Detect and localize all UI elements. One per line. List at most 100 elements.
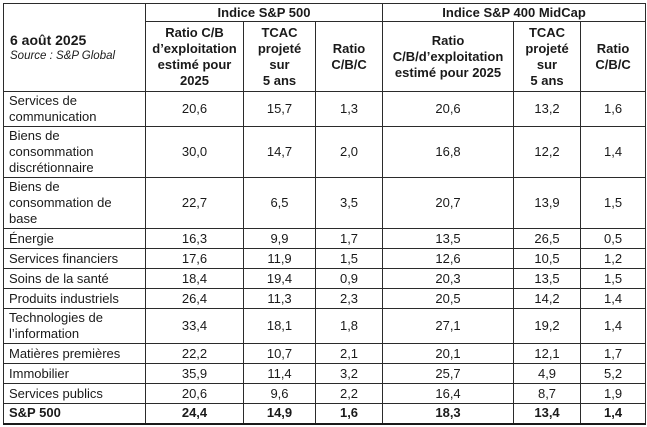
- table-cell: 12,2: [513, 126, 582, 178]
- table-cell: 1,9: [580, 383, 647, 404]
- table-cell: 1,5: [314, 248, 384, 269]
- table-cell: 1,2: [580, 248, 647, 269]
- table-cell: 2,2: [314, 383, 384, 404]
- row-label: Biens de consommation discrétionnaire: [3, 126, 146, 178]
- table-cell: 20,5: [382, 288, 515, 309]
- table-cell: 1,6: [580, 91, 647, 127]
- table-cell: 3,2: [314, 363, 384, 384]
- column-header-sp400-cagr: TCAC projeté sur 5 ans: [513, 21, 582, 92]
- column-header-sp400-pegy: Ratio C/B/C: [580, 21, 647, 92]
- table-cell: 16,3: [145, 228, 244, 249]
- table-cell: 1,8: [314, 308, 384, 344]
- table-row-real-estate: Immobilier 35,9 11,4 3,2 25,7 4,9 5,2: [3, 363, 647, 384]
- table-cell: 22,7: [145, 177, 244, 229]
- table-cell: 33,4: [145, 308, 244, 344]
- table-row-information-technology: Technologies de l’information 33,4 18,1 …: [3, 308, 647, 344]
- table-cell: 10,5: [513, 248, 582, 269]
- table-row-financials: Services financiers 17,6 11,9 1,5 12,6 1…: [3, 248, 647, 269]
- table-cell: 20,3: [382, 268, 515, 289]
- table-cell: 6,5: [243, 177, 316, 229]
- row-label: Services publics: [3, 383, 146, 404]
- table-cell: 1,4: [580, 126, 647, 178]
- table-cell: 16,4: [382, 383, 515, 404]
- row-label: Biens de consommation de base: [3, 177, 146, 229]
- table-cell: 2,1: [314, 343, 384, 364]
- table-cell: 18,4: [145, 268, 244, 289]
- table-cell: 12,6: [382, 248, 515, 269]
- table-cell: 1,5: [580, 177, 647, 229]
- table-cell: 20,6: [145, 91, 244, 127]
- table-cell: 2,3: [314, 288, 384, 309]
- row-label: Produits industriels: [3, 288, 146, 309]
- table-cell: 14,9: [243, 403, 316, 424]
- row-label: Immobilier: [3, 363, 146, 384]
- table-cell: 9,9: [243, 228, 316, 249]
- table-cell: 9,6: [243, 383, 316, 404]
- table-cell: 13,5: [513, 268, 582, 289]
- row-label: Matières premières: [3, 343, 146, 364]
- column-header-sp500-pegy: Ratio C/B/C: [314, 21, 384, 92]
- table-cell: 14,2: [513, 288, 582, 309]
- column-header-sp400-operating-pe: Ratio C/B/d’exploitation estimé pour 202…: [382, 21, 515, 92]
- table-cell: 15,7: [243, 91, 316, 127]
- table-cell: 13,4: [513, 403, 582, 424]
- table-cell: 20,6: [382, 91, 515, 127]
- table-cell: 1,7: [580, 343, 647, 364]
- table-cell: 11,3: [243, 288, 316, 309]
- table-cell: 27,1: [382, 308, 515, 344]
- table-cell: 1,4: [580, 308, 647, 344]
- table-cell: 2,0: [314, 126, 384, 178]
- table-cell: 0,9: [314, 268, 384, 289]
- table-cell: 19,4: [243, 268, 316, 289]
- table-cell: 18,3: [382, 403, 515, 424]
- row-label: Énergie: [3, 228, 146, 249]
- column-header-row: Ratio C/B d’exploitation estimé pour 202…: [4, 21, 647, 92]
- source-label: Source : S&P Global: [10, 50, 116, 62]
- table-cell: 1,5: [580, 268, 647, 289]
- table-cell: 13,2: [513, 91, 582, 127]
- row-label: Services financiers: [3, 248, 146, 269]
- table-cell: 0,5: [580, 228, 647, 249]
- table-row-health-care: Soins de la santé 18,4 19,4 0,9 20,3 13,…: [3, 268, 647, 289]
- table-cell: 5,2: [580, 363, 647, 384]
- table-row-materials: Matières premières 22,2 10,7 2,1 20,1 12…: [3, 343, 647, 364]
- date-label: 6 août 2025: [10, 32, 87, 48]
- table-cell: 22,2: [145, 343, 244, 364]
- table-cell: 30,0: [145, 126, 244, 178]
- table-cell: 35,9: [145, 363, 244, 384]
- table-row-communication-services: Services de communication 20,6 15,7 1,3 …: [3, 91, 647, 127]
- table-cell: 17,6: [145, 248, 244, 269]
- table-cell: 13,5: [382, 228, 515, 249]
- table-row-utilities: Services publics 20,6 9,6 2,2 16,4 8,7 1…: [3, 383, 647, 404]
- table-row-energy: Énergie 16,3 9,9 1,7 13,5 26,5 0,5: [3, 228, 647, 249]
- table-cell: 4,9: [513, 363, 582, 384]
- table-row-sp500-total: S&P 500 24,4 14,9 1,6 18,3 13,4 1,4: [3, 403, 647, 424]
- table-cell: 25,7: [382, 363, 515, 384]
- column-header-sp500-cagr: TCAC projeté sur 5 ans: [243, 21, 316, 92]
- table-cell: 18,1: [243, 308, 316, 344]
- row-label: Services de communication: [3, 91, 146, 127]
- row-label: Soins de la santé: [3, 268, 146, 289]
- group-header-sp500: Indice S&P 500: [144, 3, 384, 22]
- table-cell: 11,9: [243, 248, 316, 269]
- table-cell: 1,3: [314, 91, 384, 127]
- table-row-consumer-discretionary: Biens de consommation discrétionnaire 30…: [3, 126, 647, 178]
- table-row-consumer-staples: Biens de consommation de base 22,7 6,5 3…: [3, 177, 647, 229]
- table-cell: 26,5: [513, 228, 582, 249]
- table-row-industrials: Produits industriels 26,4 11,3 2,3 20,5 …: [3, 288, 647, 309]
- group-header-row: 6 août 2025 Source : S&P Global Indice S…: [3, 3, 647, 92]
- table-cell: 10,7: [243, 343, 316, 364]
- table-cell: 20,1: [382, 343, 515, 364]
- table-cell: 20,7: [382, 177, 515, 229]
- table-cell: 1,6: [314, 403, 384, 424]
- table-cell: 1,7: [314, 228, 384, 249]
- row-label: Technologies de l’information: [3, 308, 146, 344]
- sector-valuation-table: 6 août 2025 Source : S&P Global Indice S…: [3, 3, 647, 425]
- table-cell: 19,2: [513, 308, 582, 344]
- table-cell: 13,9: [513, 177, 582, 229]
- column-header-sp500-operating-pe: Ratio C/B d’exploitation estimé pour 202…: [145, 21, 244, 92]
- table-cell: 3,5: [314, 177, 384, 229]
- table-cell: 24,4: [145, 403, 244, 424]
- group-header-sp400-midcap: Indice S&P 400 MidCap: [382, 3, 647, 22]
